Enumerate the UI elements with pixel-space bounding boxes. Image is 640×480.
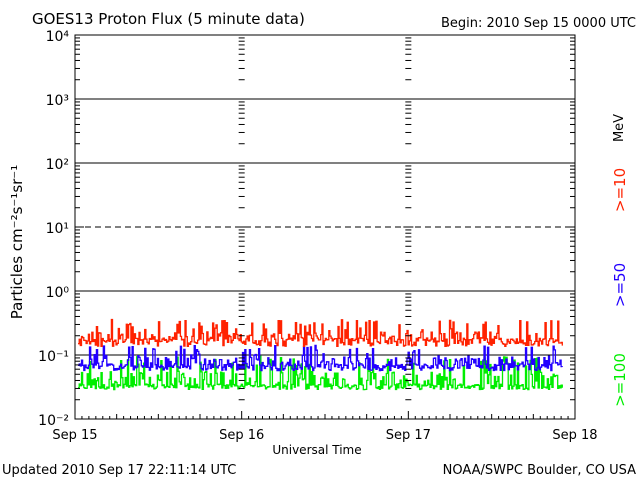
series-layer	[78, 318, 563, 391]
y-tick-label: 10²	[46, 157, 69, 173]
x-axis-label: Universal Time	[272, 443, 361, 457]
y-tick-label: 10³	[46, 93, 69, 109]
x-tick-label: Sep 16	[219, 428, 264, 443]
updated-time: Updated 2010 Sep 17 22:11:14 UTC	[2, 463, 236, 478]
y-tick-label: 10¹	[46, 221, 69, 237]
series-gte10-mev	[78, 318, 563, 348]
x-tick-label: Sep 17	[386, 428, 431, 443]
x-tick-labels: Sep 15 Sep 16 Sep 17 Sep 18	[52, 428, 597, 443]
x-tick-label: Sep 18	[552, 428, 597, 443]
chart-title: GOES13 Proton Flux (5 minute data)	[32, 10, 305, 28]
series-label-100: >=100	[611, 353, 629, 407]
y-tick-label: 10⁻¹	[38, 349, 69, 365]
series-label-10: >=10	[611, 168, 629, 212]
series-gte100-mev	[78, 355, 563, 391]
y-tick-labels: 10⁻² 10⁻¹ 10⁰ 10¹ 10² 10³ 10⁴	[38, 29, 69, 429]
y-tick-label: 10⁰	[46, 285, 70, 301]
series-gte50-mev	[78, 344, 563, 372]
tick-layer	[75, 37, 575, 420]
y-axis-label: Particles cm⁻²s⁻¹sr⁻¹	[8, 165, 26, 319]
series-label-50: >=50	[611, 263, 629, 307]
unit-label-mev: MeV	[612, 114, 627, 142]
y-tick-label: 10⁴	[46, 29, 70, 45]
y-tick-label: 10⁻²	[38, 413, 69, 429]
x-tick-label: Sep 15	[52, 428, 97, 443]
source-credit: NOAA/SWPC Boulder, CO USA	[443, 463, 636, 478]
begin-time: Begin: 2010 Sep 15 0000 UTC	[441, 16, 636, 31]
